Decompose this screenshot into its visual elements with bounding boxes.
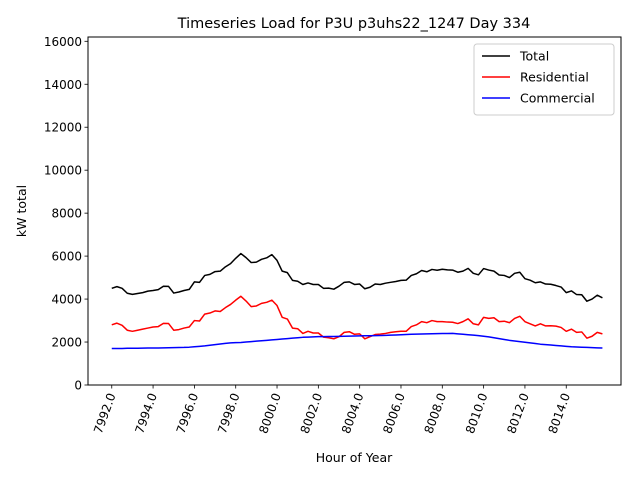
chart-title: Timeseries Load for P3U p3uhs22_1247 Day… <box>177 16 531 32</box>
x-tick-label: 8008.0 <box>422 391 450 435</box>
x-tick-label: 7992.0 <box>91 391 119 435</box>
legend-label-total: Total <box>519 49 549 64</box>
y-axis: 0 2000 4000 6000 8000 10000 12000 14000 16000 <box>44 35 88 393</box>
x-tick-label: 7994.0 <box>132 391 160 435</box>
y-tick-label: 14000 <box>44 78 82 92</box>
y-tick-label: 0 <box>74 379 82 393</box>
x-tick-label: 8000.0 <box>256 391 284 435</box>
x-tick-label: 8010.0 <box>463 391 491 435</box>
y-tick-label: 10000 <box>44 164 82 178</box>
x-tick-label: 8006.0 <box>380 391 408 435</box>
legend-label-residential: Residential <box>520 70 589 85</box>
series-line-commercial <box>111 332 603 350</box>
x-tick-label: 8002.0 <box>298 391 326 435</box>
x-tick-label: 7998.0 <box>215 391 243 435</box>
x-tick-label: 8012.0 <box>504 391 532 435</box>
y-tick-label: 6000 <box>51 250 82 264</box>
y-tick-label: 12000 <box>44 121 82 135</box>
plot-frame <box>87 36 622 386</box>
series-layer <box>111 252 603 350</box>
x-tick-label: 7996.0 <box>174 391 202 435</box>
y-tick-label: 16000 <box>44 35 82 49</box>
legend: Total Residential Commercial <box>473 43 615 116</box>
y-axis-label: kW total <box>14 185 29 237</box>
x-axis-label: Hour of Year <box>316 450 393 465</box>
y-tick-label: 4000 <box>51 293 82 307</box>
series-line-total <box>111 252 603 302</box>
x-tick-label: 8004.0 <box>339 391 367 435</box>
y-tick-label: 2000 <box>51 336 82 350</box>
y-tick-label: 8000 <box>51 207 82 221</box>
x-tick-label: 8014.0 <box>546 391 574 435</box>
series-line-residential <box>111 295 603 340</box>
legend-label-commercial: Commercial <box>520 91 595 106</box>
x-axis: 7992.0 7994.0 7996.0 7998.0 8000.0 8002.0 8004… <box>91 385 573 435</box>
